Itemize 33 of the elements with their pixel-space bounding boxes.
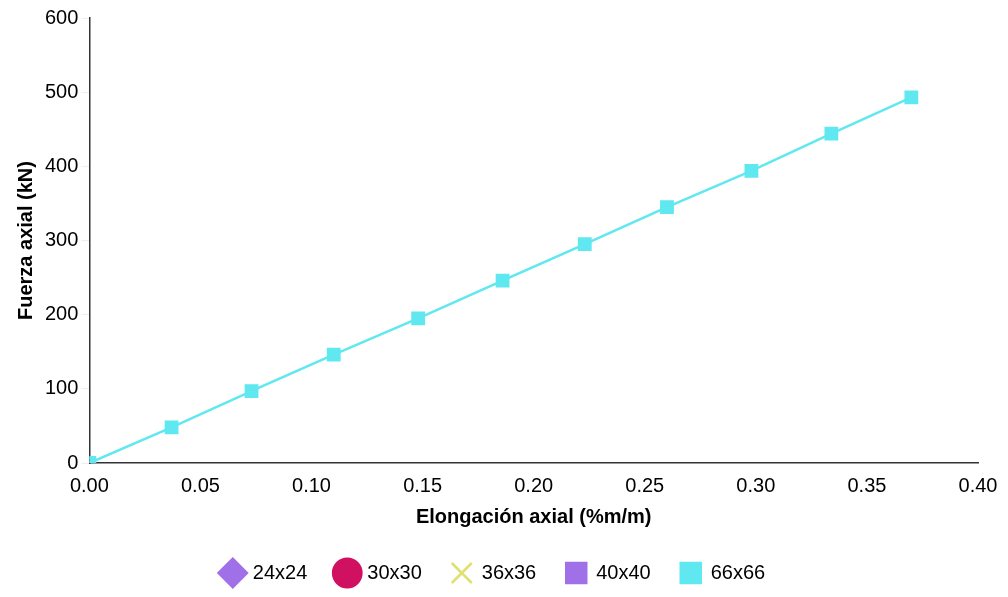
y-tick-label: 200 bbox=[44, 302, 79, 325]
y-tick-label: 600 bbox=[44, 5, 79, 28]
y-tick-label: 300 bbox=[44, 228, 79, 251]
point bbox=[495, 273, 510, 288]
point bbox=[577, 237, 592, 252]
legend-label: 66x66 bbox=[710, 560, 766, 583]
point bbox=[244, 384, 259, 398]
x-axis-title: Elongación axial (%m/m) bbox=[415, 504, 652, 527]
point bbox=[411, 311, 426, 326]
x-tick-label: 0.15 bbox=[403, 473, 443, 496]
y-tick-label: 100 bbox=[44, 376, 79, 399]
x-tick-label: 0.10 bbox=[292, 473, 331, 496]
legend-label: 36x36 bbox=[481, 560, 537, 583]
point bbox=[660, 200, 674, 215]
y-tick-label: 0 bbox=[67, 450, 79, 473]
legend-label: 24x24 bbox=[252, 560, 308, 583]
point bbox=[326, 347, 341, 362]
point bbox=[164, 420, 179, 435]
x-tick-label: 0.30 bbox=[736, 473, 776, 496]
x-tick-label: 0.35 bbox=[847, 473, 887, 496]
x-tick-label: 0.25 bbox=[625, 473, 665, 496]
x-tick-label: 0.20 bbox=[514, 473, 554, 496]
x-tick-label: 0.40 bbox=[958, 473, 998, 496]
legend-label: 30x30 bbox=[367, 560, 422, 583]
point bbox=[824, 126, 839, 141]
y-axis-title: Fuerza axial (kN) bbox=[13, 161, 36, 320]
x-tick-label: 0.00 bbox=[69, 473, 109, 496]
x-tick-label: 0.05 bbox=[180, 473, 220, 496]
legend-label: 40x40 bbox=[596, 560, 651, 583]
point bbox=[904, 90, 919, 105]
y-tick-label: 500 bbox=[44, 79, 79, 102]
point bbox=[744, 163, 759, 178]
y-tick-label: 400 bbox=[44, 153, 79, 176]
